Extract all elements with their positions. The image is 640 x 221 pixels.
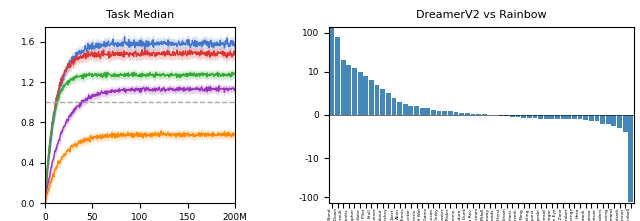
- Bar: [352, 69, 357, 115]
- Bar: [510, 115, 515, 117]
- Bar: [397, 102, 402, 115]
- Title: Task Median: Task Median: [106, 10, 174, 20]
- Bar: [555, 115, 560, 119]
- Bar: [335, 37, 340, 115]
- Bar: [561, 115, 566, 119]
- Bar: [550, 115, 554, 119]
- Bar: [516, 115, 520, 117]
- Bar: [595, 115, 599, 121]
- Bar: [589, 115, 594, 121]
- Bar: [403, 104, 408, 115]
- Bar: [521, 115, 526, 118]
- Bar: [578, 115, 582, 119]
- Bar: [442, 110, 447, 115]
- Bar: [465, 113, 470, 115]
- Bar: [426, 109, 430, 115]
- Bar: [364, 76, 368, 115]
- Bar: [369, 80, 374, 115]
- Bar: [346, 65, 351, 115]
- Bar: [392, 98, 396, 115]
- Bar: [476, 114, 481, 115]
- Bar: [374, 85, 380, 115]
- Bar: [583, 115, 588, 120]
- Bar: [504, 115, 509, 116]
- Bar: [460, 113, 464, 115]
- Bar: [600, 115, 605, 124]
- Bar: [532, 115, 538, 118]
- Bar: [386, 93, 390, 115]
- Bar: [358, 72, 362, 115]
- Bar: [470, 114, 476, 115]
- Bar: [448, 111, 452, 115]
- Bar: [380, 89, 385, 115]
- Bar: [414, 106, 419, 115]
- Bar: [330, 28, 334, 115]
- Title: DreamerV2 vs Rainbow: DreamerV2 vs Rainbow: [416, 10, 547, 20]
- Bar: [431, 110, 436, 115]
- Bar: [538, 115, 543, 119]
- Bar: [572, 115, 577, 119]
- Bar: [341, 60, 346, 115]
- Bar: [454, 112, 458, 115]
- Bar: [482, 114, 486, 115]
- Bar: [617, 115, 622, 128]
- Bar: [623, 115, 628, 132]
- Bar: [420, 109, 424, 115]
- Bar: [611, 115, 616, 126]
- Bar: [566, 115, 571, 119]
- Bar: [436, 110, 442, 115]
- Bar: [527, 115, 532, 118]
- Bar: [544, 115, 548, 119]
- Bar: [628, 115, 633, 202]
- Bar: [499, 115, 504, 116]
- Bar: [408, 106, 413, 115]
- Bar: [606, 115, 611, 124]
